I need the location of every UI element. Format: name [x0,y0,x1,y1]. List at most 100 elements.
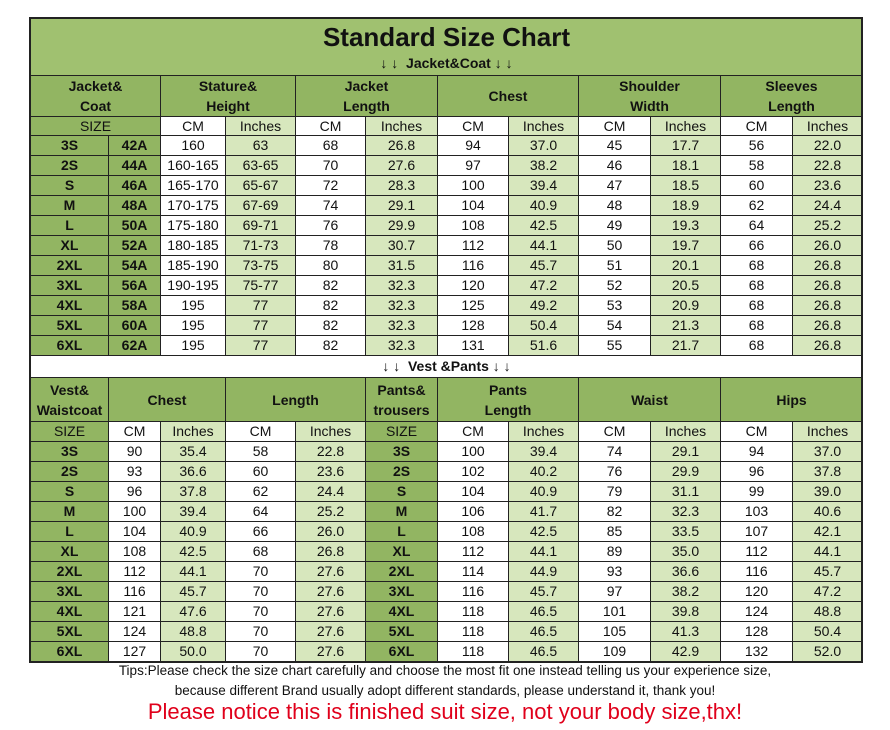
value-cell: 112 [108,561,161,582]
value-cell: 62 [225,481,296,502]
value-cell: 24.4 [792,195,863,216]
value-cell: 175-180 [160,215,226,236]
size-cell: 2XL [30,561,109,582]
value-cell: 106 [437,501,509,522]
unit-label: SIZE [30,421,109,442]
value-cell: 46.5 [508,621,579,642]
unit-label: CM [225,421,296,442]
value-cell: 62 [720,195,793,216]
value-cell: 72 [295,175,366,196]
value-cell: 90 [108,441,161,462]
value-cell: 102 [437,461,509,482]
size-cell: 2XL [30,255,109,276]
value-cell: 165-170 [160,175,226,196]
value-cell: 74 [295,195,366,216]
value-cell: 70 [225,621,296,642]
size-cell: 44A [108,155,161,176]
value-cell: 52 [578,275,651,296]
value-cell: 109 [578,641,651,662]
unit-label: Inches [508,421,579,442]
value-cell: 18.5 [650,175,721,196]
header-line: Waist [631,391,668,408]
size-cell: 3S [30,135,109,156]
value-cell: 26.8 [792,275,863,296]
header-line: Coat [79,98,112,114]
value-cell: 44.9 [508,561,579,582]
value-cell: 23.6 [295,461,366,482]
unit-label: CM [578,116,651,136]
title-block: Standard Size Chart ↓ ↓ Jacket&Coat ↓ ↓ [30,18,863,76]
value-cell: 58 [720,155,793,176]
value-cell: 47 [578,175,651,196]
column-header: Length [225,377,366,422]
value-cell: 77 [225,315,296,336]
header-line: Length [343,98,390,114]
value-cell: 26.8 [792,315,863,336]
header-line: Pants& [377,381,426,398]
value-cell: 24.4 [295,481,366,502]
value-cell: 40.6 [792,501,863,522]
unit-label: Inches [225,116,296,136]
value-cell: 195 [160,295,226,316]
value-cell: 80 [295,255,366,276]
header-line: Width [630,98,669,114]
unit-label: CM [295,116,366,136]
size-cell: 4XL [30,295,109,316]
value-cell: 128 [437,315,509,336]
header-line: Sleeves [765,78,818,94]
value-cell: 51.6 [508,335,579,356]
unit-label: Inches [295,421,366,442]
size-cell: 42A [108,135,161,156]
value-cell: 97 [578,581,651,602]
header-line: Length [272,391,319,408]
value-cell: 49.2 [508,295,579,316]
value-cell: 27.6 [295,601,366,622]
size-cell: 5XL [30,315,109,336]
value-cell: 101 [578,601,651,622]
value-cell: 19.7 [650,235,721,256]
value-cell: 85 [578,521,651,542]
value-cell: 18.1 [650,155,721,176]
size-cell: 62A [108,335,161,356]
column-header: Chest [108,377,226,422]
value-cell: 39.8 [650,601,721,622]
value-cell: 100 [437,441,509,462]
value-cell: 132 [720,641,793,662]
tip-line: Tips:Please check the size chart careful… [118,663,772,678]
value-cell: 29.9 [650,461,721,482]
value-cell: 112 [720,541,793,562]
value-cell: 20.1 [650,255,721,276]
unit-label: SIZE [30,116,161,136]
value-cell: 67-69 [225,195,296,216]
value-cell: 32.3 [365,315,438,336]
value-cell: 70 [225,561,296,582]
value-cell: 69-71 [225,215,296,236]
value-cell: 40.9 [160,521,226,542]
size-cell: 56A [108,275,161,296]
value-cell: 56 [720,135,793,156]
value-cell: 124 [720,601,793,622]
value-cell: 77 [225,295,296,316]
value-cell: 82 [295,335,366,356]
unit-label: CM [160,116,226,136]
value-cell: 42.5 [508,215,579,236]
value-cell: 26.8 [792,295,863,316]
value-cell: 42.5 [160,541,226,562]
size-cell: S [365,481,438,502]
value-cell: 124 [108,621,161,642]
value-cell: 18.9 [650,195,721,216]
value-cell: 45 [578,135,651,156]
value-cell: 120 [720,581,793,602]
value-cell: 82 [578,501,651,522]
value-cell: 17.7 [650,135,721,156]
header-line: Length [484,401,532,418]
size-cell: M [30,195,109,216]
value-cell: 64 [720,215,793,236]
size-cell: M [30,501,109,522]
size-cell: 3XL [30,581,109,602]
value-cell: 160-165 [160,155,226,176]
value-cell: 76 [578,461,651,482]
value-cell: 20.5 [650,275,721,296]
size-cell: 46A [108,175,161,196]
value-cell: 68 [295,135,366,156]
